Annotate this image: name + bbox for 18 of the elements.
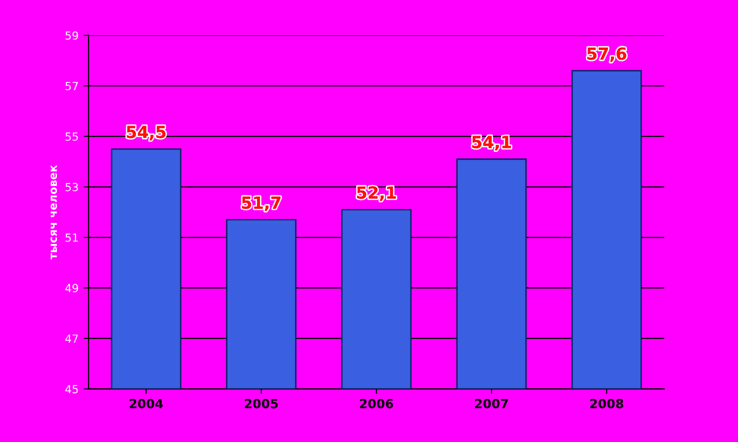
data-label: 57,6: [587, 47, 626, 62]
data-label: 51,7: [242, 196, 280, 212]
x-tick-label: 2008: [590, 398, 624, 408]
y-tick-label: 49: [65, 284, 78, 292]
y-tick-label: 59: [66, 31, 78, 40]
y-tick-label: 45: [65, 385, 78, 394]
x-tick-label: 2007: [475, 398, 508, 408]
y-tick-label: 57: [66, 82, 78, 90]
y-tick-label: 55: [66, 132, 78, 141]
x-tick-label: 2005: [244, 398, 278, 408]
x-tick-label: 2004: [130, 398, 163, 408]
y-tick-label: 53: [66, 182, 78, 192]
y-tick-label: 47: [65, 334, 78, 343]
data-label: 54,1: [472, 136, 511, 150]
y-axis-title: тысяч человек: [50, 164, 57, 260]
x-tick-label: 2006: [360, 398, 394, 408]
y-tick-label: 51: [66, 234, 78, 242]
data-label: 52,1: [357, 186, 396, 201]
